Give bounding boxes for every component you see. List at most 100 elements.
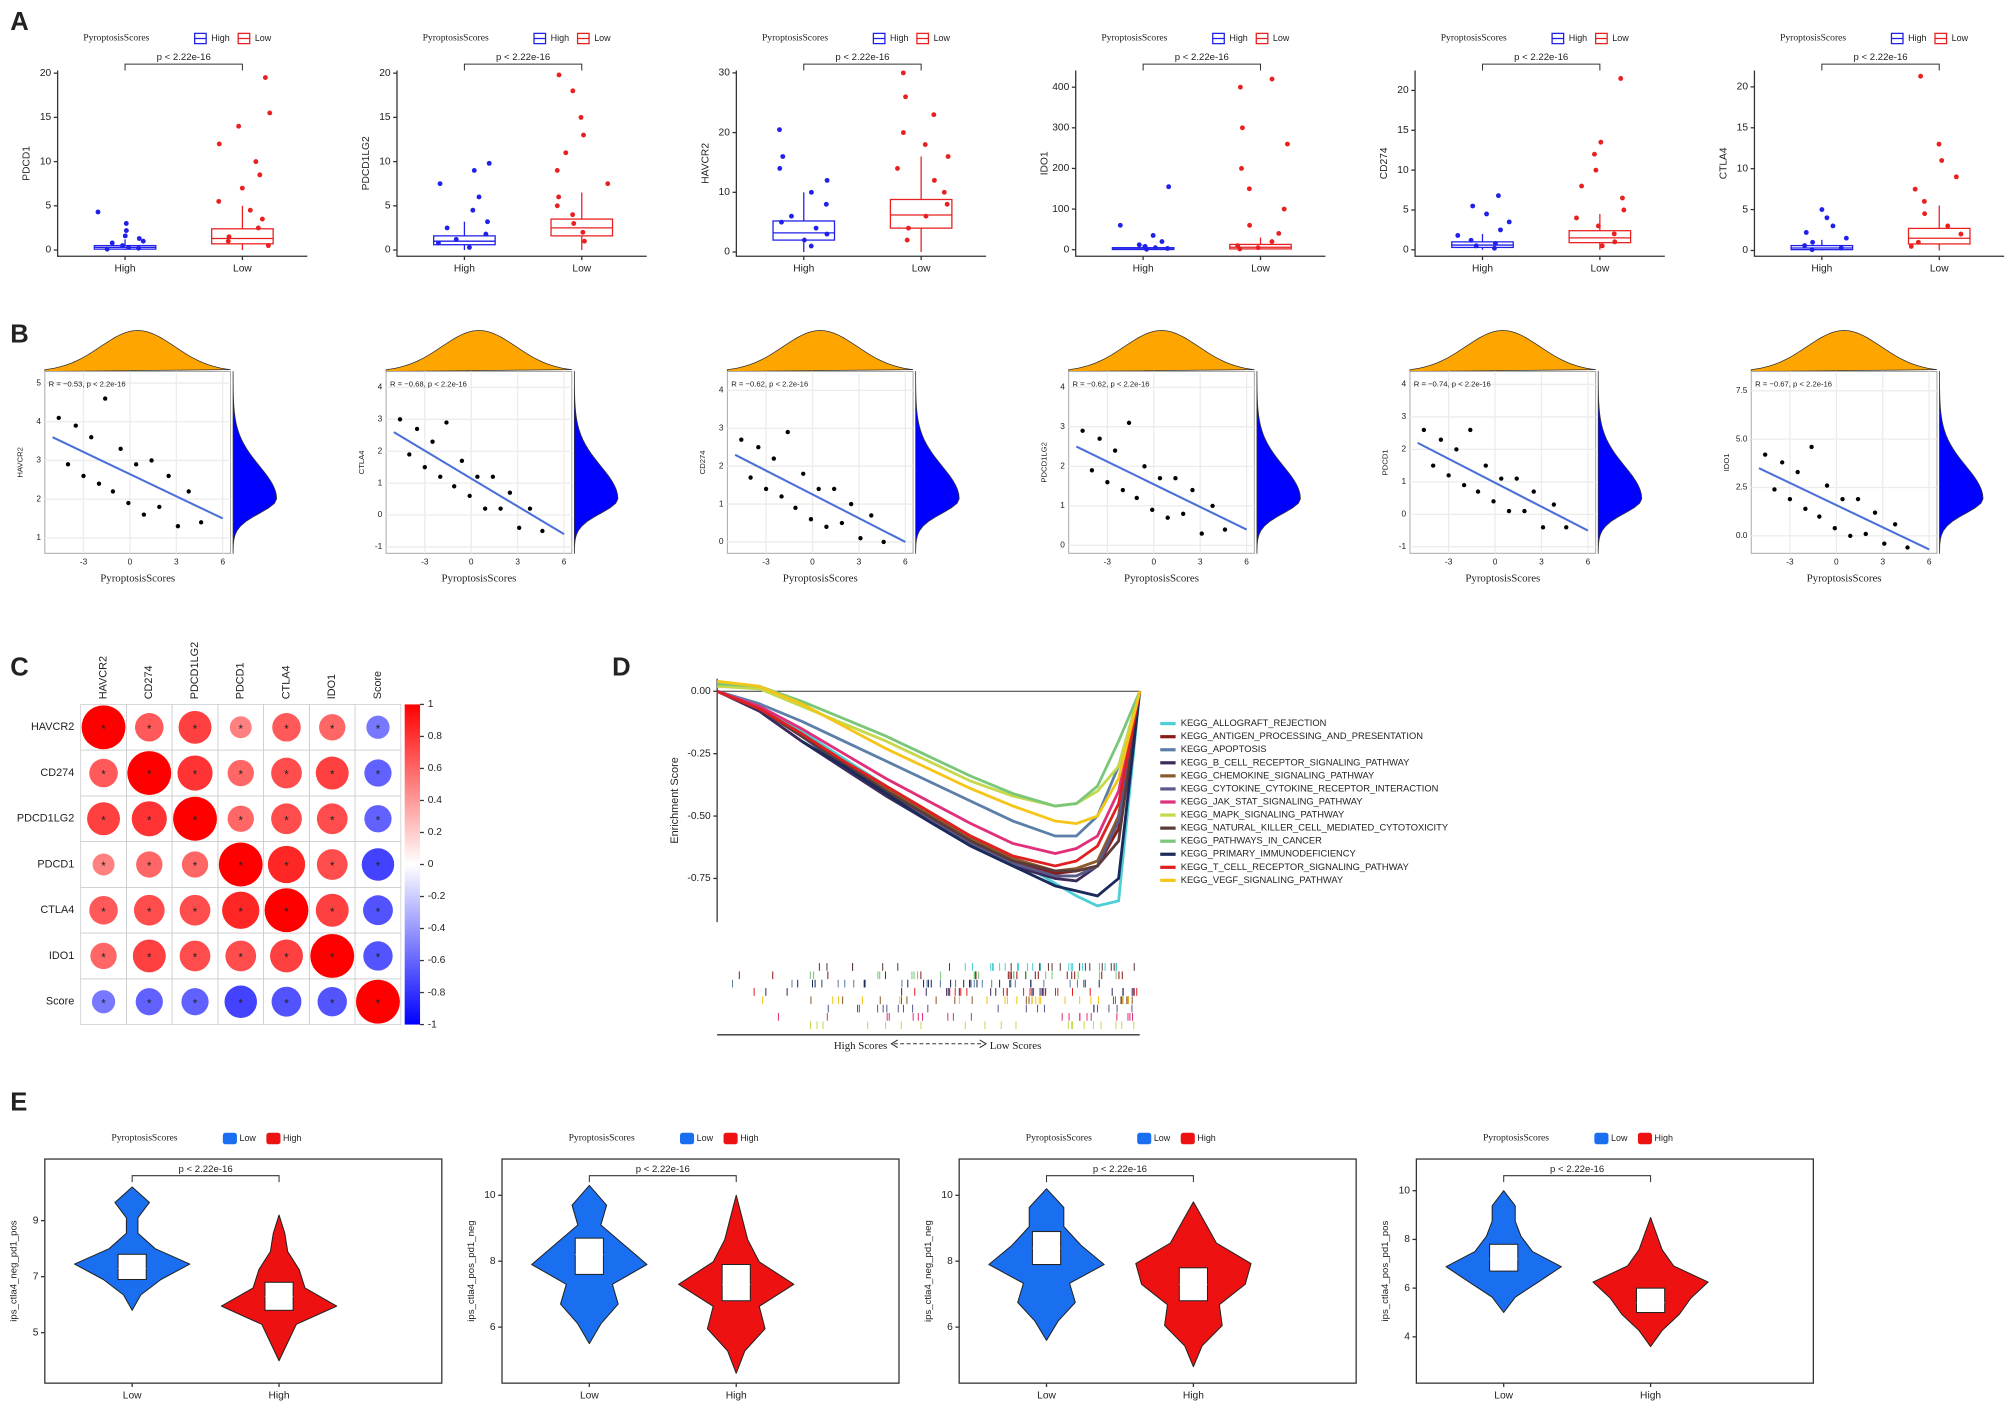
point bbox=[1593, 167, 1599, 173]
significance: * bbox=[239, 815, 244, 827]
violin bbox=[74, 1186, 191, 1311]
annotation: R = −0.68, p < 2.2e-16 bbox=[390, 379, 467, 388]
point bbox=[793, 505, 798, 511]
point bbox=[486, 160, 492, 166]
plot-frame bbox=[1750, 370, 1938, 554]
column-label: CD274 bbox=[143, 665, 155, 699]
legend-label: High bbox=[211, 33, 229, 43]
legend-label: KEGG_T_CELL_RECEPTOR_SIGNALING_PATHWAY bbox=[1181, 862, 1410, 872]
point bbox=[1863, 531, 1868, 537]
corr-circle bbox=[91, 990, 116, 1014]
row-label: IDO1 bbox=[49, 950, 74, 962]
top-density bbox=[1750, 330, 1937, 372]
point bbox=[1848, 533, 1853, 539]
point bbox=[157, 504, 162, 510]
point bbox=[1795, 469, 1800, 475]
x-tick-label: 0 bbox=[128, 556, 133, 566]
point bbox=[1918, 73, 1924, 79]
legend-label: KEGG_NATURAL_KILLER_CELL_MEDIATED_CYTOTO… bbox=[1181, 823, 1449, 833]
point bbox=[1495, 193, 1501, 199]
point bbox=[259, 216, 265, 222]
significance: * bbox=[239, 770, 244, 782]
y-tick-label: 0 bbox=[385, 245, 391, 256]
point bbox=[580, 229, 586, 235]
row-label: HAVCR2 bbox=[31, 721, 74, 733]
legend-label: High bbox=[551, 33, 569, 43]
point bbox=[236, 123, 242, 129]
point bbox=[1461, 482, 1467, 488]
x-tick-label: 3 bbox=[857, 556, 862, 566]
column-label: IDO1 bbox=[326, 674, 338, 699]
point bbox=[257, 172, 263, 178]
point bbox=[1772, 487, 1777, 492]
p-bracket bbox=[588, 1175, 737, 1183]
point bbox=[1455, 233, 1461, 238]
point bbox=[1468, 427, 1473, 433]
panel-label: D bbox=[612, 653, 631, 681]
x-tick-label: Low bbox=[1037, 1391, 1056, 1402]
x-tick-label: -3 bbox=[421, 556, 429, 566]
point bbox=[1824, 215, 1830, 221]
y-tick-label: 10 bbox=[719, 187, 731, 198]
y-axis-label: Enrichment Score bbox=[669, 757, 681, 843]
point bbox=[777, 166, 783, 171]
point bbox=[1618, 76, 1624, 81]
y-tick-label: 3 bbox=[1401, 411, 1406, 421]
x-tick-label: -3 bbox=[1786, 556, 1794, 566]
point bbox=[1912, 186, 1918, 192]
axis bbox=[1414, 70, 1665, 257]
point bbox=[1953, 174, 1959, 180]
significance: * bbox=[239, 998, 244, 1010]
y-tick-label: 30 bbox=[719, 68, 731, 79]
y-tick-label: 15 bbox=[379, 112, 391, 123]
point bbox=[407, 452, 412, 457]
p-bracket bbox=[1821, 63, 1940, 71]
legend-label: Low bbox=[1273, 33, 1290, 43]
point bbox=[1958, 231, 1964, 237]
legend-title: PyroptosisScores bbox=[1483, 1133, 1549, 1144]
y-tick-label: 20 bbox=[379, 68, 391, 79]
point bbox=[267, 110, 273, 116]
significance: * bbox=[193, 724, 198, 736]
point bbox=[56, 415, 61, 421]
point bbox=[1246, 186, 1252, 192]
top-density bbox=[44, 330, 231, 372]
corr-circle bbox=[179, 940, 211, 972]
x-tick-label: Low bbox=[1494, 1391, 1513, 1402]
top-density bbox=[727, 330, 914, 372]
annotation: R = −0.62, p < 2.2e-16 bbox=[731, 379, 808, 388]
legend-key bbox=[222, 1132, 237, 1145]
legend-label: KEGG_ANTIGEN_PROCESSING_AND_PRESENTATION bbox=[1181, 731, 1423, 741]
point bbox=[1762, 452, 1768, 457]
corr-circle bbox=[127, 751, 172, 795]
point bbox=[1276, 231, 1282, 236]
significance: * bbox=[330, 953, 335, 965]
significance: * bbox=[193, 953, 198, 965]
corr-circle bbox=[225, 940, 257, 972]
y-tick-label: 0 bbox=[724, 247, 730, 258]
significance: * bbox=[147, 861, 152, 873]
es-line bbox=[716, 689, 1142, 868]
point bbox=[900, 130, 906, 136]
point bbox=[756, 445, 761, 450]
point bbox=[1210, 503, 1215, 509]
fit-line bbox=[393, 431, 565, 536]
p-bracket bbox=[1503, 1175, 1652, 1183]
point bbox=[1134, 495, 1139, 501]
significance: * bbox=[101, 907, 106, 919]
top-density bbox=[385, 330, 572, 372]
significance: * bbox=[193, 907, 198, 919]
point bbox=[581, 238, 587, 244]
point bbox=[1120, 487, 1126, 493]
point bbox=[1136, 242, 1142, 248]
point bbox=[397, 417, 403, 422]
legend-label: KEGG_B_CELL_RECEPTOR_SIGNALING_PATHWAY bbox=[1181, 757, 1410, 767]
point bbox=[133, 462, 139, 467]
significance: * bbox=[330, 724, 335, 736]
significance: * bbox=[239, 724, 244, 736]
y-tick-label: 0.0 bbox=[1736, 530, 1748, 540]
legend-label: Low bbox=[1154, 1133, 1171, 1143]
column-label: HAVCR2 bbox=[97, 656, 109, 699]
axis bbox=[1753, 70, 2005, 257]
